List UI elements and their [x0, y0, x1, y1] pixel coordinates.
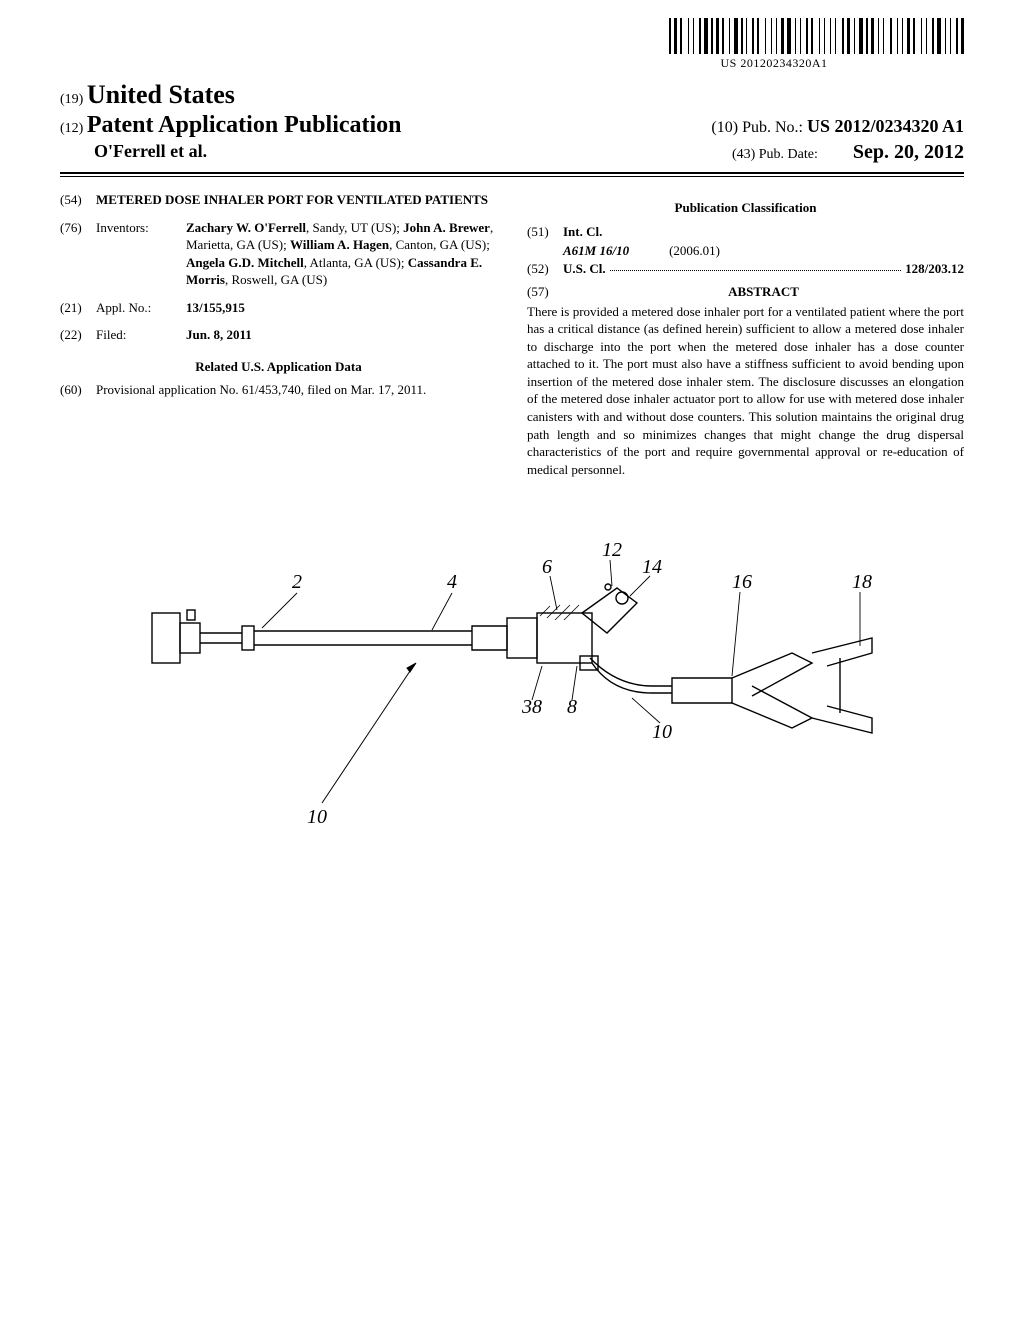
fig-label-10b: 10 [652, 721, 672, 743]
inventor-entry: Zachary W. O'Ferrell, Sandy, UT (US); [186, 220, 403, 235]
intcl-label: Int. Cl. [563, 224, 602, 239]
intcl-sub: A61M 16/10 (2006.01) [527, 242, 964, 260]
provisional-row: (60) Provisional application No. 61/453,… [60, 381, 497, 399]
fig-label-12: 12 [602, 539, 622, 561]
uscl-value: 128/203.12 [905, 260, 964, 278]
abstract-heading-row: (57) ABSTRACT [527, 283, 964, 301]
fig-label-4: 4 [447, 571, 457, 593]
uscl-row: (52) U.S. Cl. 128/203.12 [527, 260, 964, 278]
publication-type: Patent Application Publication [87, 112, 402, 138]
title-row: (54) METERED DOSE INHALER PORT FOR VENTI… [60, 191, 497, 209]
barcode-graphic [584, 18, 964, 54]
pub-right: (10) Pub. No.: US 2012/0234320 A1 [711, 116, 964, 137]
abstract-text: There is provided a metered dose inhaler… [527, 303, 964, 478]
country-name: United States [87, 80, 235, 109]
application-number: 13/155,915 [186, 300, 245, 315]
filed-row: (22) Filed: Jun. 8, 2011 [60, 326, 497, 344]
left-column: (54) METERED DOSE INHALER PORT FOR VENTI… [60, 191, 497, 478]
fig-label-6: 6 [542, 556, 552, 578]
divider-thick [60, 172, 964, 174]
abstract-label: ABSTRACT [728, 284, 799, 299]
publication-date: Sep. 20, 2012 [853, 141, 964, 163]
code-51: (51) [527, 223, 563, 241]
figure-area: 2 4 6 12 14 16 18 38 8 10 10 [60, 518, 964, 838]
code-19: (19) [60, 92, 83, 107]
patent-figure: 2 4 6 12 14 16 18 38 8 10 10 [112, 518, 912, 838]
applno-label: Appl. No.: [96, 299, 186, 317]
fig-label-2: 2 [292, 571, 302, 593]
code-10: (10) [711, 119, 738, 136]
intcl-date: (2006.01) [669, 242, 720, 260]
pubdate-block: (43) Pub. Date: Sep. 20, 2012 [732, 141, 964, 164]
pub-left: (12) Patent Application Publication [60, 112, 402, 139]
inventors-row: (76) Inventors: Zachary W. O'Ferrell, Sa… [60, 219, 497, 289]
barcode-block: US 20120234320A1 [584, 18, 964, 71]
code-54: (54) [60, 191, 96, 209]
fig-label-38: 38 [521, 696, 542, 718]
code-52: (52) [527, 260, 563, 278]
pubdate-label: Pub. Date: [759, 147, 818, 162]
intcl-code: A61M 16/10 [563, 242, 629, 260]
code-60: (60) [60, 381, 96, 399]
barcode-text: US 20120234320A1 [584, 56, 964, 71]
two-column-body: (54) METERED DOSE INHALER PORT FOR VENTI… [60, 191, 964, 478]
authors-short: O'Ferrell et al. [60, 141, 207, 164]
intcl-row: (51) Int. Cl. [527, 223, 964, 241]
classification-heading: Publication Classification [527, 199, 964, 217]
patent-header: (19) United States (12) Patent Applicati… [60, 80, 964, 177]
inventor-entry: Angela G.D. Mitchell, Atlanta, GA (US); [186, 255, 408, 270]
publication-number: US 2012/0234320 A1 [807, 116, 964, 136]
code-76: (76) [60, 219, 96, 289]
fig-label-10a: 10 [307, 806, 327, 828]
fig-label-14: 14 [642, 556, 662, 578]
code-43: (43) [732, 147, 755, 162]
inventors-list: Zachary W. O'Ferrell, Sandy, UT (US); Jo… [186, 219, 497, 289]
inventor-entry: William A. Hagen, Canton, GA (US); [290, 237, 490, 252]
right-column: Publication Classification (51) Int. Cl.… [527, 191, 964, 478]
country-line: (19) United States [60, 80, 964, 110]
divider-thin [60, 176, 964, 177]
code-12: (12) [60, 121, 83, 136]
fig-label-18: 18 [852, 571, 872, 593]
pubno-label: Pub. No.: [742, 119, 803, 136]
publication-line: (12) Patent Application Publication (10)… [60, 112, 964, 139]
inventors-label: Inventors: [96, 219, 186, 289]
invention-title: METERED DOSE INHALER PORT FOR VENTILATED… [96, 191, 497, 209]
code-57: (57) [527, 283, 563, 301]
dotted-leader [610, 260, 902, 271]
authors-line: O'Ferrell et al. (43) Pub. Date: Sep. 20… [60, 141, 964, 164]
related-heading: Related U.S. Application Data [60, 358, 497, 376]
applno-row: (21) Appl. No.: 13/155,915 [60, 299, 497, 317]
filed-date: Jun. 8, 2011 [186, 327, 252, 342]
uscl-label: U.S. Cl. [563, 261, 606, 276]
code-22: (22) [60, 326, 96, 344]
filed-label: Filed: [96, 326, 186, 344]
code-21: (21) [60, 299, 96, 317]
fig-label-16: 16 [732, 571, 752, 593]
provisional-text: Provisional application No. 61/453,740, … [96, 381, 497, 399]
